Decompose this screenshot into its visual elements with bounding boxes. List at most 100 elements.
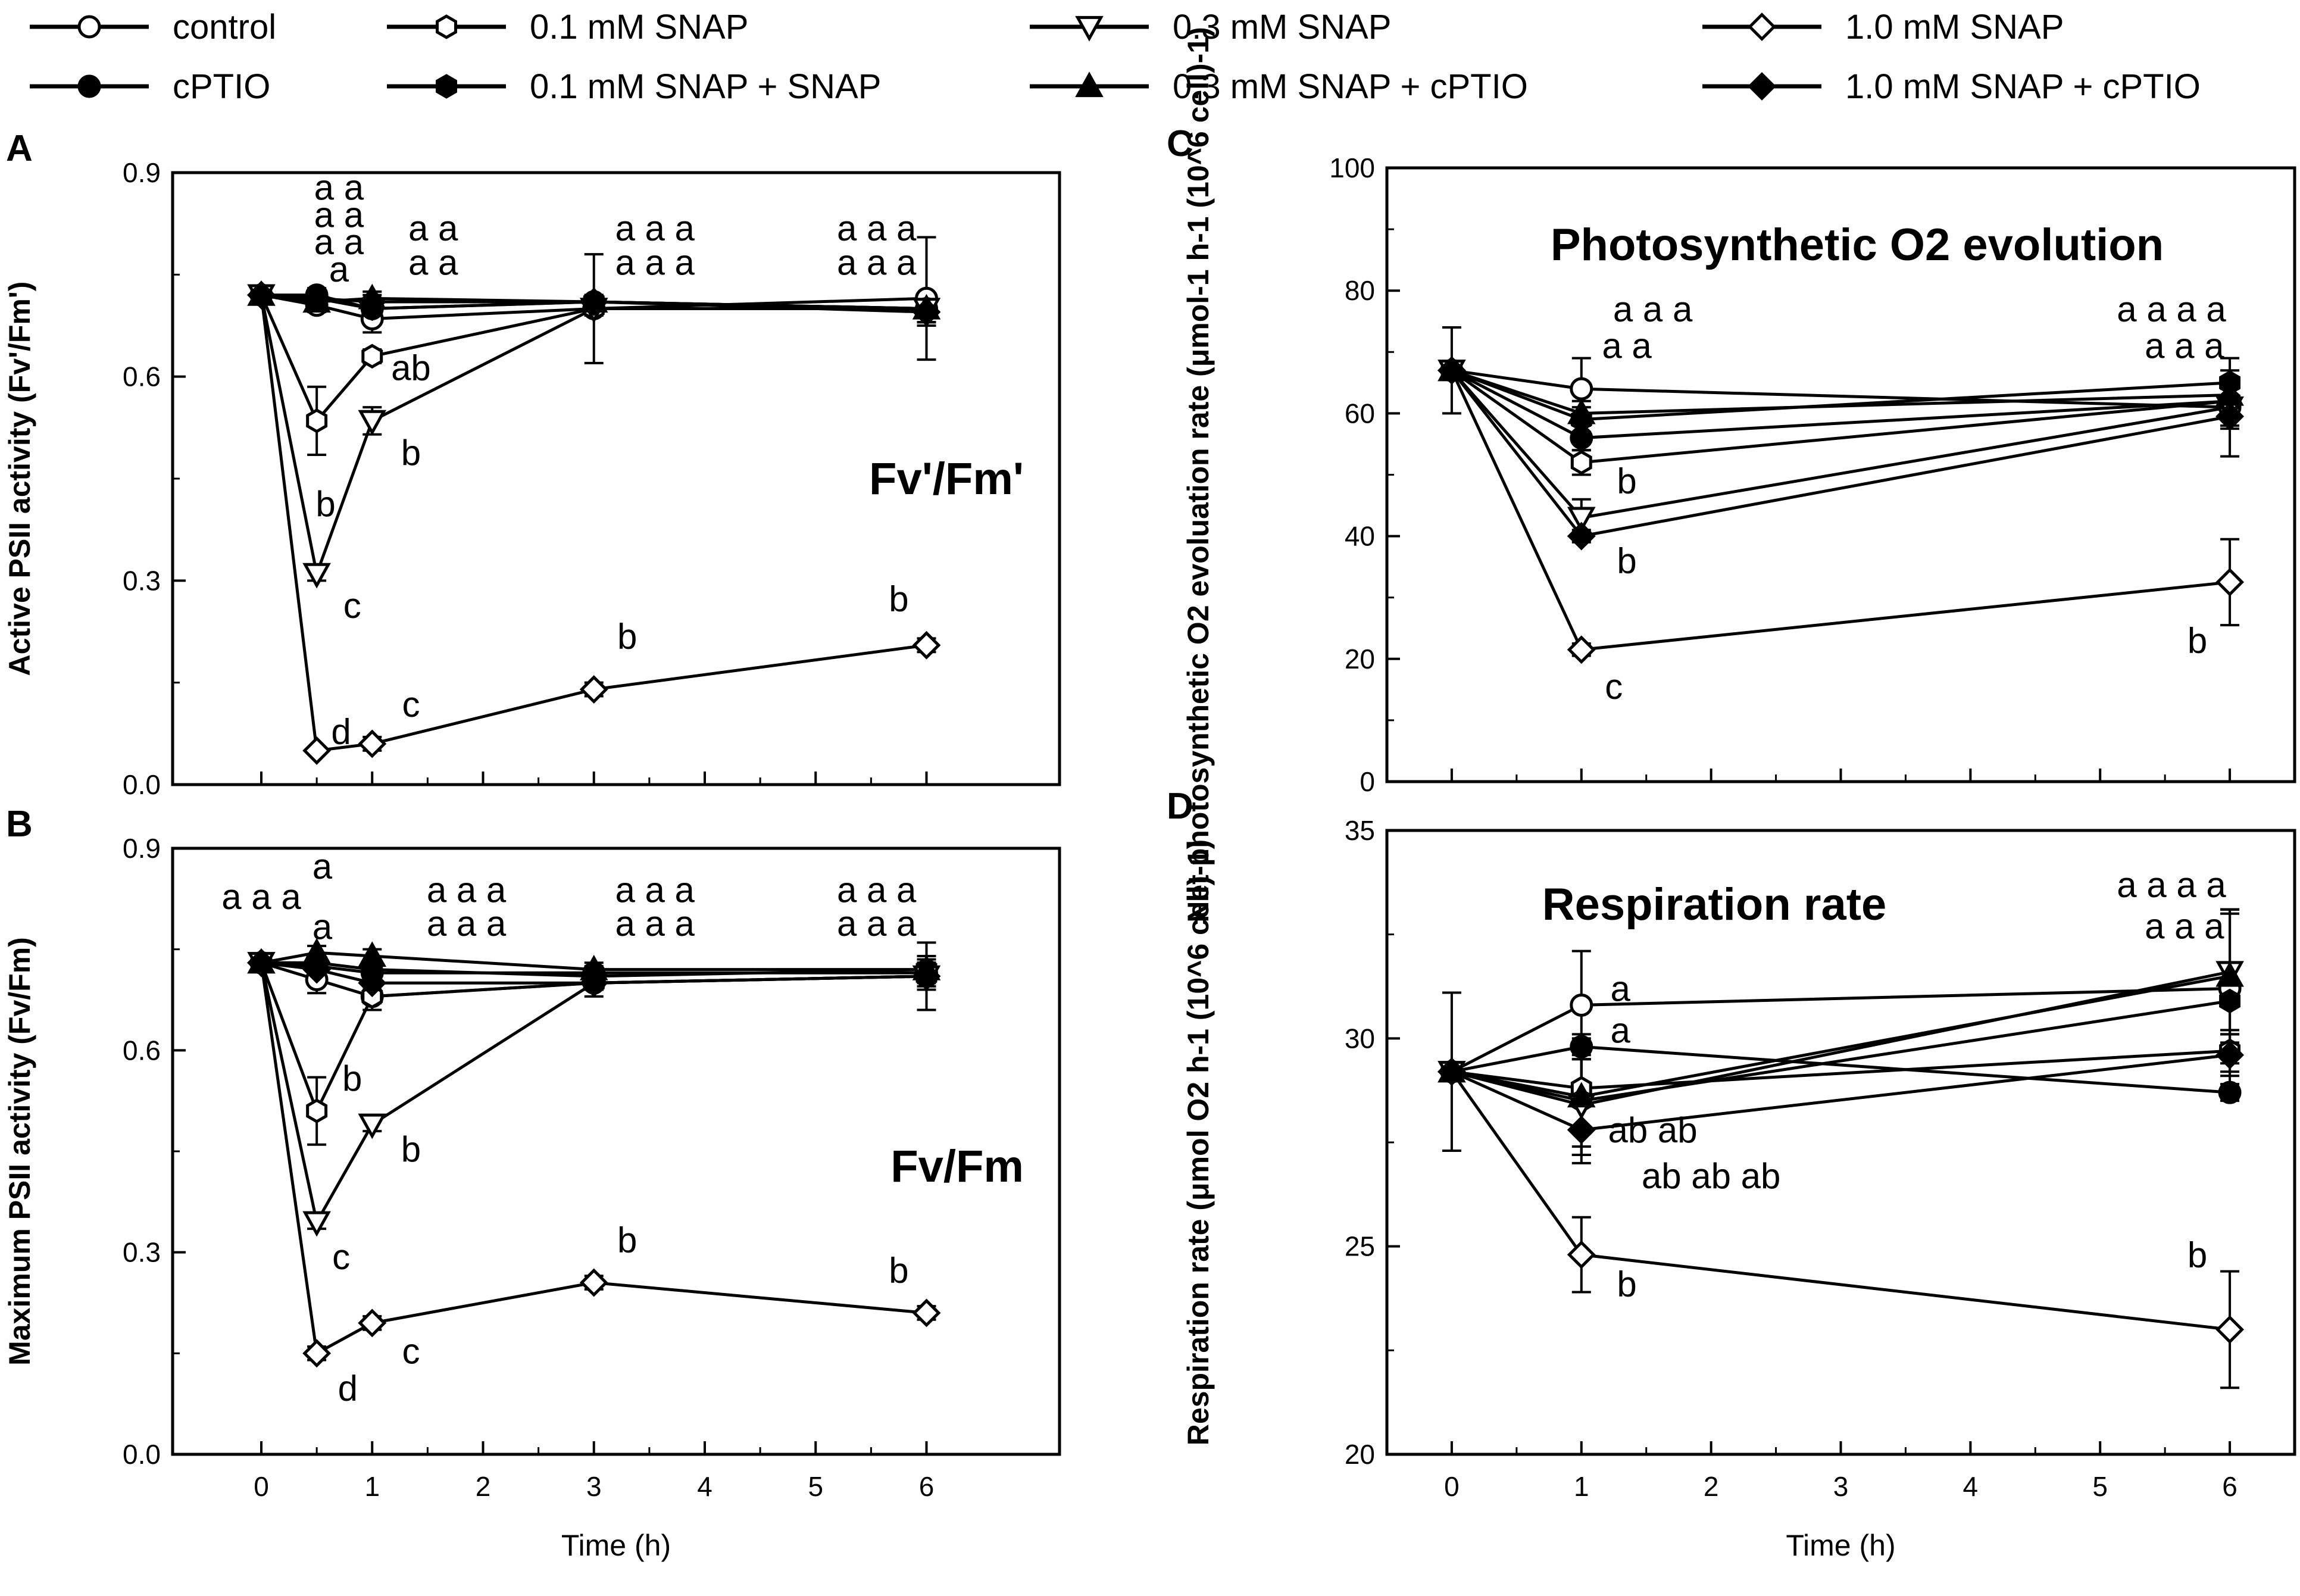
significance-letter: b — [889, 1251, 908, 1291]
point-1-0-mm-snap-cptio — [247, 280, 276, 310]
point-1-0-mm-snap-cptio — [1567, 1116, 1596, 1144]
y-tick-label: 35 — [1345, 815, 1375, 846]
point-1-0-mm-snap — [302, 1339, 332, 1368]
point-1-0-mm-snap-cptio — [579, 969, 608, 998]
panel-B: B 0.0 0.3 0.6 0.9 0 1 2 3 4 5 6 Time (h) Maximum PSII… — [3, 804, 1061, 1562]
point-1-0-mm-snap — [912, 1298, 941, 1328]
significance-letter: a a — [408, 242, 458, 282]
point-cptio — [1570, 1035, 1593, 1058]
significance-letter: b — [1617, 461, 1636, 501]
significance-letter: a a — [1602, 326, 1652, 366]
point-1-0-mm-snap — [358, 729, 387, 758]
legend-item-1-0-mm-snap-cptio: 1.0 mM SNAP + cPTIO — [1702, 67, 2201, 106]
significance-letter: ab — [391, 348, 431, 388]
significance-letter: c — [332, 1237, 350, 1277]
significance-letter: a a a a — [2117, 865, 2226, 905]
significance-letter: a a a — [427, 870, 507, 910]
y-tick-label: 60 — [1345, 398, 1375, 429]
legend-item-cptio: cPTIO — [30, 67, 270, 106]
point-control — [1570, 377, 1593, 401]
legend-marker-cptio — [77, 74, 101, 98]
significance-letter: d — [331, 711, 351, 751]
point-0-3-mm-snap — [358, 1113, 387, 1139]
point-1-0-mm-snap-cptio — [358, 969, 387, 998]
panel-C: C 0 20 40 60 80 100 Net photosynthetic O2 evolu… — [1167, 27, 2296, 923]
panel-label: C — [1167, 123, 1193, 164]
legend-marker-0-1-mm-snap — [436, 14, 457, 39]
series-line-0-1-mm-snap — [1451, 369, 2230, 464]
point-0-3-mm-snap-cptio — [1567, 1082, 1596, 1108]
y-tick-label: 40 — [1345, 521, 1375, 552]
x-tick-label: 0 — [254, 1471, 269, 1502]
significance-letter: d — [338, 1369, 358, 1408]
significance-letter: a a a — [837, 242, 917, 282]
point-1-0-mm-snap — [1567, 1240, 1596, 1269]
y-tick-label: 20 — [1345, 1439, 1375, 1470]
point-1-0-mm-snap — [2215, 567, 2245, 596]
legend-item-1-0-mm-snap: 1.0 mM SNAP — [1702, 8, 2064, 46]
y-axis-label: Active PSII activity (Fv'/Fm') — [3, 282, 36, 676]
legend-label: 0.1 mM SNAP + SNAP — [530, 67, 881, 106]
legend-label: cPTIO — [173, 67, 270, 106]
point-1-0-mm-snap — [1567, 635, 1596, 664]
significance-letter: ab ab ab — [1642, 1156, 1781, 1196]
x-tick-label: 1 — [1574, 1471, 1589, 1502]
significance-letter: a a a — [615, 904, 695, 944]
point-1-0-mm-snap — [912, 630, 941, 660]
x-axis-label: Time (h) — [561, 1529, 671, 1562]
significance-letter: a a — [314, 195, 364, 235]
x-tick-label: 1 — [364, 1471, 380, 1502]
x-tick-label: 6 — [2222, 1471, 2238, 1502]
point-0-1-mm-snap — [306, 408, 328, 433]
point-1-0-mm-snap-cptio — [302, 284, 332, 313]
point-1-0-mm-snap-cptio — [1437, 356, 1466, 385]
significance-letter: b — [2188, 1235, 2207, 1275]
y-tick-label: 0.0 — [123, 1439, 161, 1470]
y-tick-label: 25 — [1345, 1231, 1375, 1262]
significance-letter: b — [617, 1220, 637, 1260]
panel-label: D — [1167, 786, 1193, 827]
point-cptio — [2218, 1080, 2242, 1104]
point-control — [1570, 993, 1593, 1017]
point-0-1-mm-snap-snap — [2219, 988, 2241, 1014]
y-tick-label: 0.3 — [123, 565, 161, 596]
series-line-1-0-mm-snap — [1450, 1070, 2230, 1331]
point-1-0-mm-snap-cptio — [912, 961, 941, 991]
significance-letter: b — [401, 1129, 421, 1169]
significance-letter: b — [1617, 1264, 1636, 1304]
y-tick-label: 0.0 — [123, 769, 161, 800]
panel-label: B — [6, 804, 33, 845]
legend-item-0-1-mm-snap-snap: 0.1 mM SNAP + SNAP — [387, 67, 881, 106]
y-tick-label: 0.3 — [123, 1237, 161, 1268]
point-0-3-mm-snap-cptio — [358, 941, 387, 967]
legend-item-0-3-mm-snap-cptio: 0.3 mM SNAP + cPTIO — [1030, 67, 1528, 106]
significance-letter: c — [343, 586, 361, 626]
significance-letter: c — [402, 1331, 420, 1371]
legend-label: control — [173, 8, 276, 46]
point-1-0-mm-snap-cptio — [302, 955, 332, 984]
y-tick-label: 0.6 — [123, 1035, 161, 1066]
significance-letter: b — [401, 433, 421, 473]
point-1-0-mm-snap — [579, 675, 608, 704]
y-tick-label: 0.6 — [123, 361, 161, 392]
x-tick-label: 5 — [808, 1471, 823, 1502]
legend-label: 0.1 mM SNAP — [530, 8, 748, 46]
point-0-3-mm-snap-cptio — [2215, 961, 2244, 987]
significance-letter: c — [1605, 667, 1623, 707]
x-tick-label: 4 — [697, 1471, 712, 1502]
panel-label: A — [6, 128, 33, 169]
series-line-0-3-mm-snap-cptio — [1451, 975, 2230, 1098]
legend-marker-1-0-mm-snap-cptio — [1748, 72, 1776, 101]
significance-letter: a — [312, 847, 333, 886]
legend-label: 0.3 mM SNAP + cPTIO — [1173, 67, 1528, 106]
significance-letter: b — [889, 579, 908, 619]
legend-marker-0-3-mm-snap — [1075, 15, 1104, 42]
point-1-0-mm-snap — [579, 1268, 608, 1297]
x-tick-label: 4 — [1963, 1471, 1979, 1502]
x-axis-label: Time (h) — [1786, 1529, 1895, 1562]
significance-letter: a a a — [615, 870, 695, 910]
significance-letter: a — [1610, 969, 1630, 1008]
significance-letter: a a a — [837, 904, 917, 944]
y-tick-label: 100 — [1329, 152, 1375, 183]
point-0-1-mm-snap — [306, 1098, 328, 1123]
